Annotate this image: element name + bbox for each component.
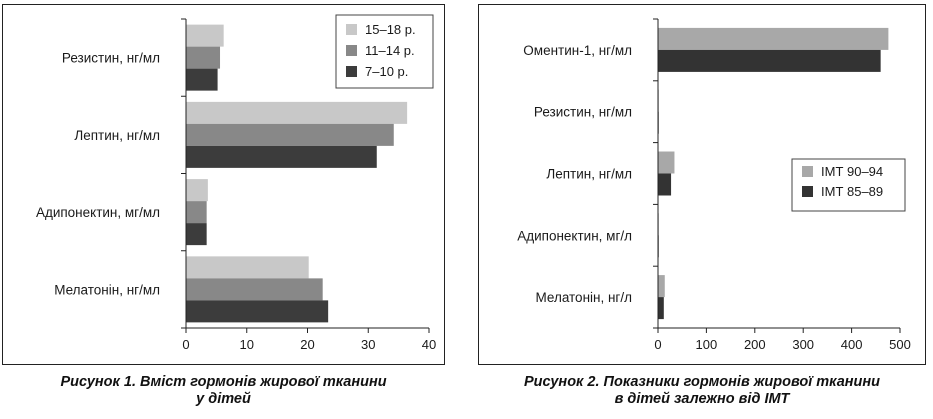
bar bbox=[658, 297, 664, 320]
category-label: Мелатонін, нг/л bbox=[535, 290, 632, 305]
x-tick-label: 100 bbox=[696, 337, 718, 352]
legend-label: 11–14 р. bbox=[365, 43, 415, 58]
caption-line: Рисунок 1. Вміст гормонів жирової тканин… bbox=[60, 374, 387, 390]
x-tick-label: 300 bbox=[792, 337, 814, 352]
category-label: Резистин, нг/мл bbox=[534, 105, 632, 120]
bar bbox=[186, 300, 329, 323]
bar bbox=[186, 145, 377, 168]
x-tick-label: 400 bbox=[841, 337, 863, 352]
x-tick-label: 500 bbox=[889, 337, 911, 352]
legend-label: ІМТ 90–94 bbox=[821, 164, 883, 179]
chart-2: 0 100 200 300 400 500 Оментин-1, нг/мл Резистин… bbox=[517, 18, 911, 352]
bar bbox=[658, 275, 665, 298]
bar bbox=[186, 123, 394, 146]
chart-panel-1: 0 10 20 30 40 Резистин, нг/мл Лептин, нг/мл Ади… bbox=[2, 4, 445, 365]
legend-label: ІМТ 85–89 bbox=[821, 184, 883, 199]
bar bbox=[186, 46, 221, 69]
category-label: Оментин-1, нг/мл bbox=[523, 43, 632, 58]
legend-swatch bbox=[346, 24, 357, 35]
category-label: Лептин, нг/мл bbox=[546, 167, 632, 182]
category-label: Мелатонін, нг/мл bbox=[54, 282, 160, 297]
bar bbox=[186, 68, 218, 91]
x-tick-label: 0 bbox=[654, 337, 661, 352]
bar bbox=[186, 101, 408, 124]
x-tick-label: 30 bbox=[361, 337, 375, 352]
legend-label: 7–10 р. bbox=[365, 64, 408, 79]
bar bbox=[186, 201, 207, 224]
x-tick-label: 200 bbox=[744, 337, 766, 352]
bar bbox=[658, 49, 881, 72]
category-label: Адипонектин, мг/мл bbox=[36, 205, 160, 220]
bar bbox=[658, 173, 672, 196]
bar bbox=[186, 24, 224, 47]
x-tick-label: 40 bbox=[422, 337, 436, 352]
figure-caption-1: Рисунок 1. Вміст гормонів жирової тканин… bbox=[2, 374, 445, 408]
bar bbox=[658, 151, 675, 174]
chart-panel-2: 0 100 200 300 400 500 Оментин-1, нг/мл Резистин… bbox=[478, 4, 926, 365]
caption-line: в дітей залежно від ІМТ bbox=[614, 391, 790, 407]
chart-1: 0 10 20 30 40 Резистин, нг/мл Лептин, нг/мл Ади… bbox=[36, 14, 436, 352]
caption-line: Рисунок 2. Показники гормонів жирової тк… bbox=[523, 374, 881, 390]
figure-caption-2: Рисунок 2. Показники гормонів жирової тк… bbox=[478, 374, 926, 408]
category-label: Адипонектин, мг/л bbox=[517, 228, 632, 243]
bar bbox=[186, 223, 207, 246]
x-tick-label: 10 bbox=[240, 337, 254, 352]
bar bbox=[186, 179, 208, 202]
legend-swatch bbox=[802, 186, 813, 197]
legend-label: 15–18 р. bbox=[365, 22, 416, 37]
legend-swatch bbox=[346, 45, 357, 56]
x-tick-label: 20 bbox=[300, 337, 314, 352]
legend-swatch bbox=[346, 66, 357, 77]
bar bbox=[186, 278, 323, 301]
caption-line: у дітей bbox=[196, 391, 251, 407]
category-label: Лептин, нг/мл bbox=[74, 128, 160, 143]
legend-swatch bbox=[802, 166, 813, 177]
category-label: Резистин, нг/мл bbox=[62, 51, 160, 66]
bar bbox=[186, 256, 309, 279]
bar bbox=[658, 27, 889, 50]
x-tick-label: 0 bbox=[182, 337, 189, 352]
